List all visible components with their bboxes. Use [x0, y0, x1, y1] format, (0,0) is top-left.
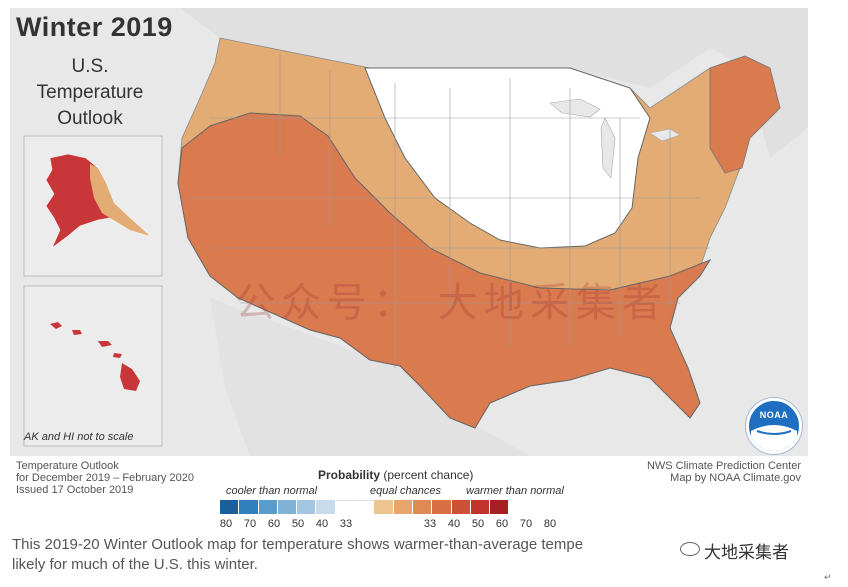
caption: This 2019-20 Winter Outlook map for temp… [12, 535, 583, 575]
legend-color-bar [220, 500, 510, 514]
legend-swatch [355, 500, 375, 514]
footer-left: Temperature Outlook for December 2019 – … [16, 460, 194, 496]
legend-swatch [297, 500, 317, 514]
legend-tick-label: 70 [519, 518, 533, 530]
legend-title-bold: Probability [318, 468, 381, 482]
map-subtitle-line3: Outlook [57, 108, 123, 129]
legend-swatch [258, 500, 278, 514]
legend-tick-label: 70 [243, 518, 257, 530]
noaa-logo-text: NOAA [759, 410, 789, 420]
legend-swatch [374, 500, 394, 514]
legend-tick-label: 80 [219, 518, 233, 530]
legend-tick-label: 60 [495, 518, 509, 530]
us-map [23, 8, 808, 456]
map-subtitle-line1: U.S. [71, 56, 109, 77]
legend-swatch [432, 500, 452, 514]
footer-left-line1: Temperature Outlook [16, 460, 119, 472]
legend-tick-label: 60 [267, 518, 281, 530]
legend-title-rest: (percent chance) [383, 468, 474, 482]
legend-tick-label: 80 [543, 518, 557, 530]
alaska-east [90, 164, 150, 236]
legend-swatch [239, 500, 259, 514]
legend-warmer-label: warmer than normal [466, 485, 564, 497]
inset-note: AK and HI not to scale [24, 431, 134, 443]
legend-tick-label: 40 [447, 518, 461, 530]
return-mark: ↵ [824, 572, 832, 582]
legend-swatch [277, 500, 298, 514]
caption-line2: likely for much of the U.S. this winter. [12, 556, 258, 573]
watermark: 公众号： 大地采集者 [235, 280, 668, 326]
legend-swatch [393, 500, 413, 514]
great-lakes [549, 98, 681, 179]
legend-tick-label: 50 [291, 518, 305, 530]
noaa-bird-icon [751, 425, 797, 451]
legend-swatch [451, 500, 471, 514]
footer-right: NWS Climate Prediction Center Map by NOA… [647, 460, 801, 484]
wechat-icon [680, 542, 700, 556]
warmer-region-south [177, 112, 712, 429]
warmer-region-northeast [709, 55, 781, 174]
noaa-logo: NOAA [746, 398, 802, 454]
hawaii-islands [50, 322, 140, 391]
map-panel: Winter 2019 U.S. Temperature Outlook AK … [10, 8, 808, 456]
footer-right-line1: NWS Climate Prediction Center [646, 460, 801, 472]
legend-swatch [470, 500, 491, 514]
legend-equal-label: equal chances [370, 485, 441, 497]
legend-tick-label: 50 [471, 518, 485, 530]
state-borders [188, 53, 710, 368]
wechat-label: 大地采集者 [704, 543, 789, 562]
legend-tick-label: 33 [339, 518, 353, 530]
footer-left-line2: for December 2019 – February 2020 [16, 472, 194, 484]
caption-line1: This 2019-20 Winter Outlook map for temp… [12, 536, 584, 553]
legend-swatch [412, 500, 433, 514]
legend-swatch [335, 500, 356, 514]
map-subtitle-line2: Temperature [36, 82, 144, 103]
canada-land [180, 8, 808, 158]
map-title: Winter 2019 [16, 12, 173, 42]
legend-swatch [220, 500, 240, 514]
footer-left-line3: Issued 17 October 2019 [16, 484, 134, 496]
footer-right-line2: Map by NOAA Climate.gov [670, 472, 801, 484]
legend-title: Probability (percent chance) [318, 468, 473, 482]
legend-cooler-label: cooler than normal [226, 485, 318, 497]
legend-swatch [490, 500, 510, 514]
legend-tick-label: 40 [315, 518, 329, 530]
legend-swatch [316, 500, 336, 514]
hawaii-inset [23, 285, 163, 447]
legend-tick-label: 33 [423, 518, 437, 530]
